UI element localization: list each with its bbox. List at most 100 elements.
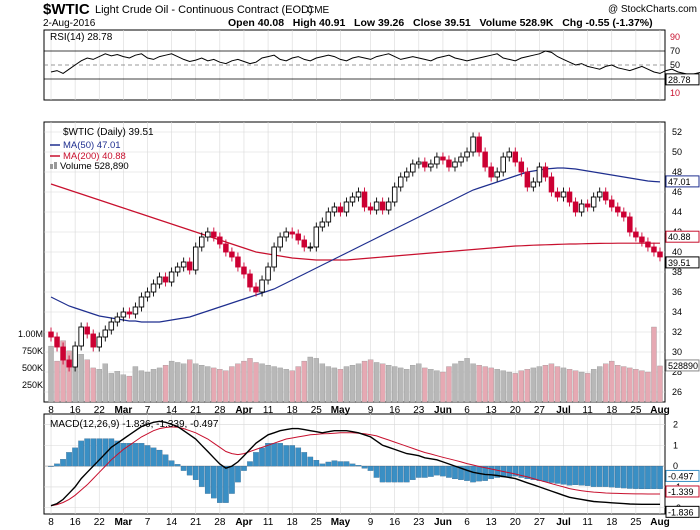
macd-histogram-bar <box>373 465 380 478</box>
candle-body <box>596 191 603 198</box>
volume-bar <box>500 370 506 403</box>
macd-histogram-bar <box>319 463 326 467</box>
macd-histogram-bar <box>313 460 320 467</box>
price-xtick-24: 25 <box>630 405 642 416</box>
price-tick-36: 36 <box>672 287 682 297</box>
candle-body <box>609 199 615 208</box>
volume-bar <box>168 360 175 403</box>
macd-panel <box>43 413 666 515</box>
macd-xtick-21: Jul <box>556 517 571 528</box>
macd-histogram-bar <box>355 465 362 467</box>
ma50-last-tag: 47.01 <box>668 177 691 187</box>
volume-bar <box>319 363 326 403</box>
candle-body <box>247 273 253 288</box>
macd-histogram-bar <box>572 465 579 485</box>
macd-histogram-bar <box>566 465 573 486</box>
price-xtick-3: Mar <box>114 405 132 416</box>
macd-histogram-bar <box>204 465 211 494</box>
rsi-label: RSI(14) 28.78 <box>50 32 113 43</box>
candle-body <box>494 171 500 178</box>
candle-body <box>542 166 549 178</box>
volume-bar <box>572 370 579 403</box>
volume-bar <box>627 367 633 403</box>
macd-histogram-bar <box>253 452 259 467</box>
candle-body <box>259 279 265 293</box>
volume-bar <box>156 367 163 403</box>
candle-body <box>150 283 157 293</box>
macd-last-tag: -1.836 <box>668 507 694 517</box>
volume-bar <box>217 369 223 403</box>
candle-body <box>657 251 663 258</box>
volume-bar <box>494 369 500 403</box>
volume-tick-0: 1.00M <box>18 329 43 339</box>
volume-bar <box>530 367 537 403</box>
volume-bar <box>78 354 84 403</box>
macd-histogram-bar <box>554 465 561 484</box>
price-tick-38: 38 <box>672 267 682 277</box>
macd-histogram-bar <box>470 465 476 483</box>
price-xtick-16: Jun <box>434 405 452 416</box>
macd-histogram-bar <box>132 443 139 467</box>
macd-histogram-bar <box>180 465 187 471</box>
volume-bar <box>512 373 518 403</box>
macd-histogram-bar <box>367 465 374 471</box>
price-tick-52: 52 <box>672 127 682 137</box>
macd-histogram-bar <box>422 465 428 478</box>
candle-body <box>66 359 72 368</box>
candle-body <box>651 246 657 253</box>
macd-label: MACD(12,26,9) -1.836, -1.339, -0.497 <box>50 419 219 430</box>
rsi-tick-70: 70 <box>670 46 680 56</box>
candle-body <box>223 243 229 253</box>
candle-body <box>132 306 139 315</box>
price-xtick-9: 11 <box>263 405 274 416</box>
candle-body <box>90 333 96 348</box>
volume-bar <box>542 365 549 403</box>
date-label: 2-Aug-2016 <box>43 18 96 29</box>
volume-bar <box>639 370 645 403</box>
volume-bar <box>524 369 531 403</box>
candle-body <box>416 161 422 165</box>
volume-bar <box>241 360 247 403</box>
price-xtick-0: 8 <box>48 405 54 416</box>
volume-tick-2: 500K <box>22 363 43 373</box>
candle-body <box>271 246 277 268</box>
price-xtick-12: May <box>331 405 351 416</box>
price-xtick-14: 16 <box>389 405 401 416</box>
volume-bar <box>482 366 488 403</box>
macd-xtick-8: Apr <box>235 517 252 528</box>
macd-histogram-bar <box>295 447 302 467</box>
candle-body <box>572 201 579 213</box>
volume-bar <box>126 375 133 403</box>
candle-body <box>295 233 301 241</box>
macd-xtick-23: 18 <box>606 517 618 528</box>
volume-bar <box>361 360 368 403</box>
macd-xtick-16: Jun <box>434 517 452 528</box>
candle-body <box>434 156 440 165</box>
macd-histogram-bar <box>259 447 265 467</box>
candle-body <box>102 329 109 338</box>
volume-bar <box>554 366 561 403</box>
candle-body <box>385 201 392 211</box>
macd-histogram-bar <box>96 438 103 467</box>
volume-bar <box>223 370 229 403</box>
macd-histogram-bar <box>506 465 513 477</box>
macd-histogram-bar <box>168 460 175 467</box>
macd-histogram-bar <box>48 465 54 467</box>
candle-body <box>615 206 621 213</box>
candle-body <box>548 176 555 193</box>
volume-bar <box>560 367 567 403</box>
macd-histogram-bar <box>283 445 289 467</box>
ma50-line <box>50 167 661 323</box>
volume-bar <box>66 350 72 403</box>
price-xtick-20: 27 <box>534 405 546 416</box>
volume-bar <box>385 365 392 403</box>
price-xtick-10: 18 <box>287 405 299 416</box>
candle-body <box>199 236 205 248</box>
macd-histogram-bar <box>633 465 639 489</box>
volume-bar <box>54 360 60 403</box>
macd-last-tag-box <box>665 505 700 518</box>
volume-bar <box>416 363 422 403</box>
macd-histogram-bar <box>440 465 446 477</box>
rsi-last-tag: 28.78 <box>668 75 691 85</box>
